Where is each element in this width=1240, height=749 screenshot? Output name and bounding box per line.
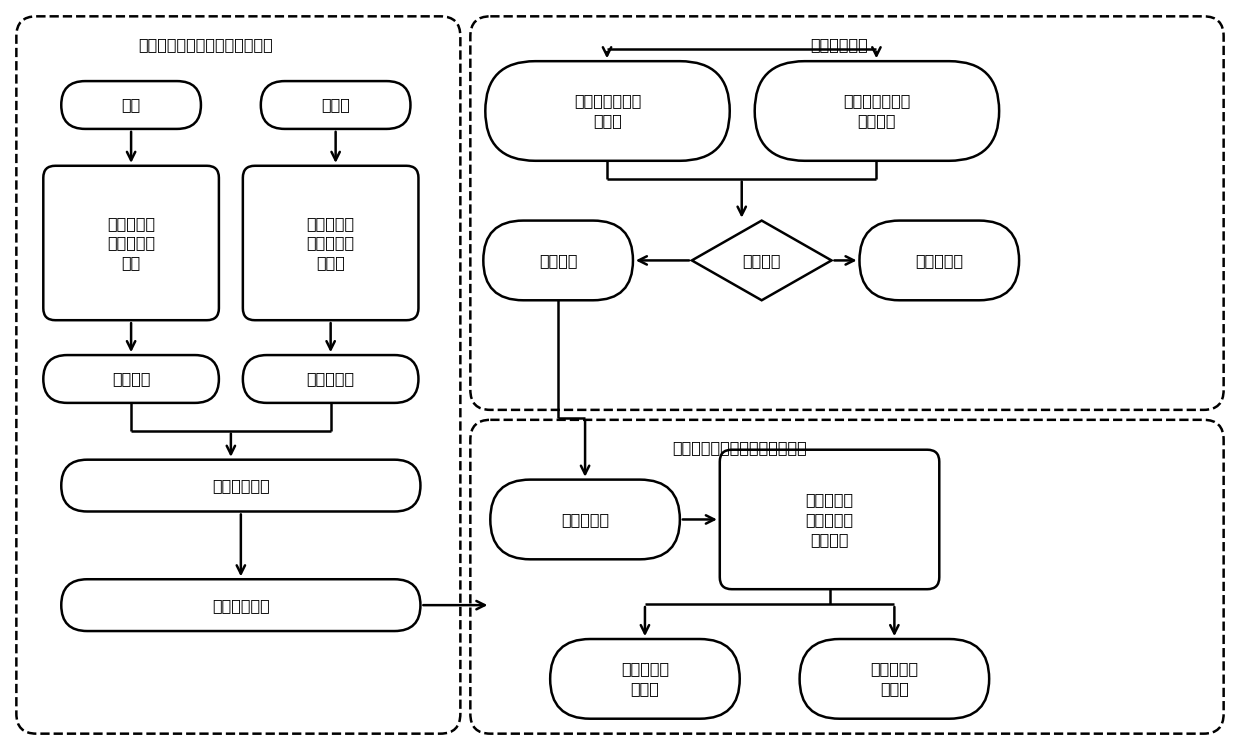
FancyBboxPatch shape — [484, 220, 632, 300]
Text: 车速状态转
移概率矩阵
更新: 车速状态转 移概率矩阵 更新 — [107, 216, 155, 270]
Text: 等效燃油消
耗最小控制
变量计算: 等效燃油消 耗最小控制 变量计算 — [806, 492, 853, 547]
Text: 寻优域确定: 寻优域确定 — [560, 512, 609, 527]
Text: 变域等效燃油消耗最小控制策略: 变域等效燃油消耗最小控制策略 — [672, 440, 807, 455]
Polygon shape — [692, 220, 832, 300]
FancyBboxPatch shape — [485, 61, 730, 161]
Text: 混动模式等效能
耗计算: 混动模式等效能 耗计算 — [574, 94, 641, 128]
FancyBboxPatch shape — [755, 61, 999, 161]
Text: 纯电动模式: 纯电动模式 — [915, 253, 963, 268]
FancyBboxPatch shape — [43, 166, 219, 321]
Text: 预测车速: 预测车速 — [112, 372, 150, 386]
Text: 预测加速度: 预测加速度 — [306, 372, 355, 386]
FancyBboxPatch shape — [61, 460, 420, 512]
Text: 自适应马尔科夫链需求功率预测: 自适应马尔科夫链需求功率预测 — [139, 37, 273, 52]
FancyBboxPatch shape — [719, 449, 939, 589]
Text: 加速度状态
转移概率矩
阵更新: 加速度状态 转移概率矩 阵更新 — [306, 216, 355, 270]
FancyBboxPatch shape — [470, 16, 1224, 410]
FancyBboxPatch shape — [43, 355, 219, 403]
Text: 预测需求功率: 预测需求功率 — [212, 598, 270, 613]
Text: 发电机转矩
控制量: 发电机转矩 控制量 — [870, 661, 919, 697]
FancyBboxPatch shape — [243, 166, 418, 321]
FancyBboxPatch shape — [859, 220, 1019, 300]
Text: 纯电动模式等效
能耗计算: 纯电动模式等效 能耗计算 — [843, 94, 910, 128]
FancyBboxPatch shape — [800, 639, 990, 719]
FancyBboxPatch shape — [61, 579, 420, 631]
Text: 发动机转速
控制量: 发动机转速 控制量 — [621, 661, 670, 697]
FancyBboxPatch shape — [551, 639, 740, 719]
Text: 模式切换: 模式切换 — [743, 253, 781, 268]
Text: 驱动模式切换: 驱动模式切换 — [811, 37, 868, 52]
FancyBboxPatch shape — [61, 81, 201, 129]
FancyBboxPatch shape — [470, 420, 1224, 734]
Text: 车速: 车速 — [122, 97, 140, 112]
FancyBboxPatch shape — [260, 81, 410, 129]
Text: 混动模式: 混动模式 — [539, 253, 578, 268]
Text: 加速度: 加速度 — [321, 97, 350, 112]
FancyBboxPatch shape — [490, 479, 680, 560]
Text: 需求功率模型: 需求功率模型 — [212, 478, 270, 493]
FancyBboxPatch shape — [243, 355, 418, 403]
FancyBboxPatch shape — [16, 16, 460, 734]
